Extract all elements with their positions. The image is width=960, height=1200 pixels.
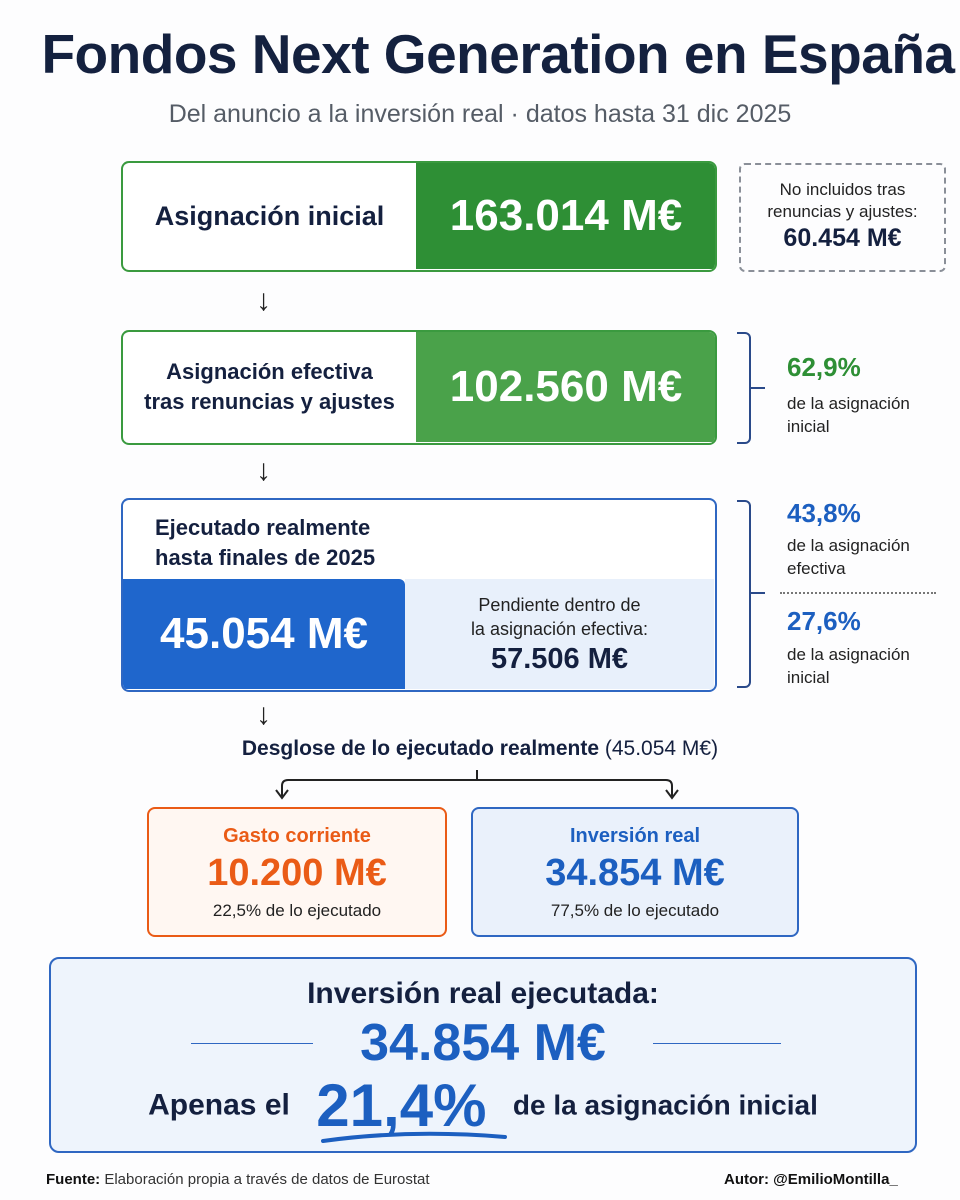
pct-ejecutado-efectiva-line1: de la asignación: [787, 536, 910, 555]
brace-icon: [737, 332, 751, 444]
step2-label-line2: tras renuncias y ajustes: [144, 389, 395, 414]
pending-value: 57.506 M€: [490, 643, 629, 675]
underline-swoosh-icon: [321, 1131, 507, 1143]
note-line1: No incluidos tras: [779, 180, 906, 199]
note-line2: renuncias y ajustes:: [767, 202, 918, 221]
pct-ejecutado-efectiva-line2: efectiva: [787, 559, 846, 578]
pct-ejecutado-efectiva-value: 43,8%: [787, 498, 861, 528]
divider-line: [653, 1043, 781, 1044]
source-label: Fuente:: [46, 1171, 101, 1188]
arrow-down-icon: ↓: [256, 698, 271, 731]
footer-author: Autor: @EmilioMontilla_: [724, 1171, 898, 1188]
step2-label: Asignación efectiva tras renuncias y aju…: [123, 332, 416, 442]
note-value: 60.454 M€: [783, 224, 902, 252]
card-inversion-real: Inversión real 34.854 M€ 77,5% de lo eje…: [471, 807, 799, 937]
summary-title: Inversión real ejecutada:: [307, 977, 659, 1010]
summary-post: de la asignación inicial: [512, 1089, 818, 1121]
summary-pre: Apenas el: [148, 1088, 290, 1122]
inversion-share: 77,5% de lo ejecutado: [550, 901, 720, 920]
pending-line2: la asignación efectiva:: [470, 619, 649, 639]
step3-pending: Pendiente dentro de la asignación efecti…: [405, 579, 714, 689]
pending-line1: Pendiente dentro de: [478, 595, 641, 615]
summary-pct-line: Apenas el 21,4% de la asignación inicial: [51, 1071, 915, 1140]
pct-efectiva-line1: de la asignación: [787, 394, 910, 413]
brace-icon: [737, 500, 751, 688]
breakdown-heading-text: Desglose de lo ejecutado realmente: [241, 737, 600, 760]
summary-value: 34.854 M€: [360, 1014, 606, 1072]
footer-source: Fuente: Elaboración propia a través de d…: [46, 1171, 430, 1188]
step3-label-line2: hasta finales de 2025: [155, 545, 376, 570]
step2-label-line1: Asignación efectiva: [166, 359, 373, 384]
arrow-down-icon: ↓: [256, 454, 271, 487]
page-title: Fondos Next Generation en España: [41, 23, 955, 85]
step1-value: 163.014 M€: [416, 163, 715, 269]
step-ejecutado: Ejecutado realmente hasta finales de 202…: [121, 498, 717, 692]
step-asignacion-inicial: Asignación inicial 163.014 M€: [121, 161, 717, 272]
breakdown-heading-value: (45.054 M€): [604, 737, 719, 760]
summary-pct: 21,4%: [316, 1072, 487, 1139]
step1-label: Asignación inicial: [154, 200, 385, 231]
brace-tick: [751, 592, 765, 594]
divider-line: [191, 1043, 313, 1044]
card-gasto-corriente: Gasto corriente 10.200 M€ 22,5% de lo ej…: [147, 807, 447, 937]
breakdown-heading: Desglose de lo ejecutado realmente (45.0…: [0, 737, 960, 761]
step3-value: 45.054 M€: [123, 579, 405, 689]
summary-box: Inversión real ejecutada: 34.854 M€ Apen…: [49, 957, 917, 1153]
step2-value: 102.560 M€: [416, 332, 715, 442]
gasto-title: Gasto corriente: [223, 825, 371, 847]
gasto-value: 10.200 M€: [207, 852, 387, 894]
note-no-incluidos: No incluidos tras renuncias y ajustes: 6…: [739, 163, 946, 272]
step-asignacion-efectiva: Asignación efectiva tras renuncias y aju…: [121, 330, 717, 445]
gasto-share: 22,5% de lo ejecutado: [212, 901, 382, 920]
inversion-title: Inversión real: [569, 825, 701, 847]
inversion-value: 34.854 M€: [545, 852, 725, 894]
pct-ejecutado-inicial-value: 27,6%: [787, 606, 861, 636]
pct-ejecutado-inicial-line2: inicial: [787, 668, 830, 687]
pct-efectiva-line2: inicial: [787, 417, 830, 436]
pct-efectiva-value: 62,9%: [787, 352, 861, 382]
source-text: Elaboración propia a través de datos de …: [104, 1171, 430, 1188]
step3-label: Ejecutado realmente hasta finales de 202…: [131, 510, 391, 576]
divider-dotted: [780, 592, 936, 594]
step3-label-line1: Ejecutado realmente: [155, 515, 371, 540]
brace-tick: [751, 387, 765, 389]
pct-ejecutado-inicial-line1: de la asignación: [787, 645, 910, 664]
page-subtitle: Del anuncio a la inversión real · datos …: [168, 100, 792, 128]
arrow-down-icon: ↓: [256, 284, 271, 317]
split-arrow-icon: [275, 770, 679, 800]
